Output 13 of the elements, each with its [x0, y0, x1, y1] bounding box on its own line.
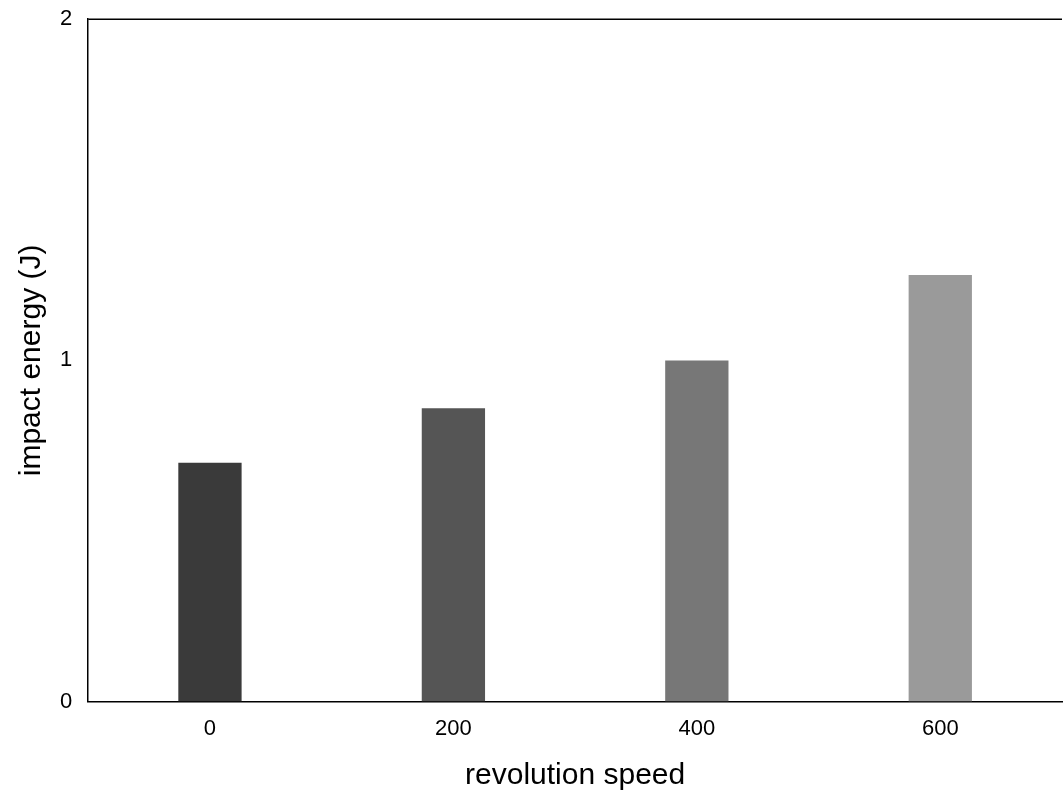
bar: [665, 360, 729, 702]
x-tick-label: 400: [678, 714, 716, 740]
x-tick-label: 200: [435, 714, 472, 740]
y-axis-title: impact energy (J): [13, 244, 47, 477]
x-tick-label: 0: [203, 714, 217, 740]
bar: [421, 408, 486, 702]
bar: [178, 462, 242, 702]
x-tick-label: 600: [921, 714, 959, 740]
x-axis-title: revolution speed: [465, 757, 686, 791]
y-tick-label: 2: [59, 5, 73, 31]
y-tick-label: 1: [59, 346, 73, 372]
bar: [908, 275, 972, 702]
y-tick-label: 0: [59, 687, 73, 713]
